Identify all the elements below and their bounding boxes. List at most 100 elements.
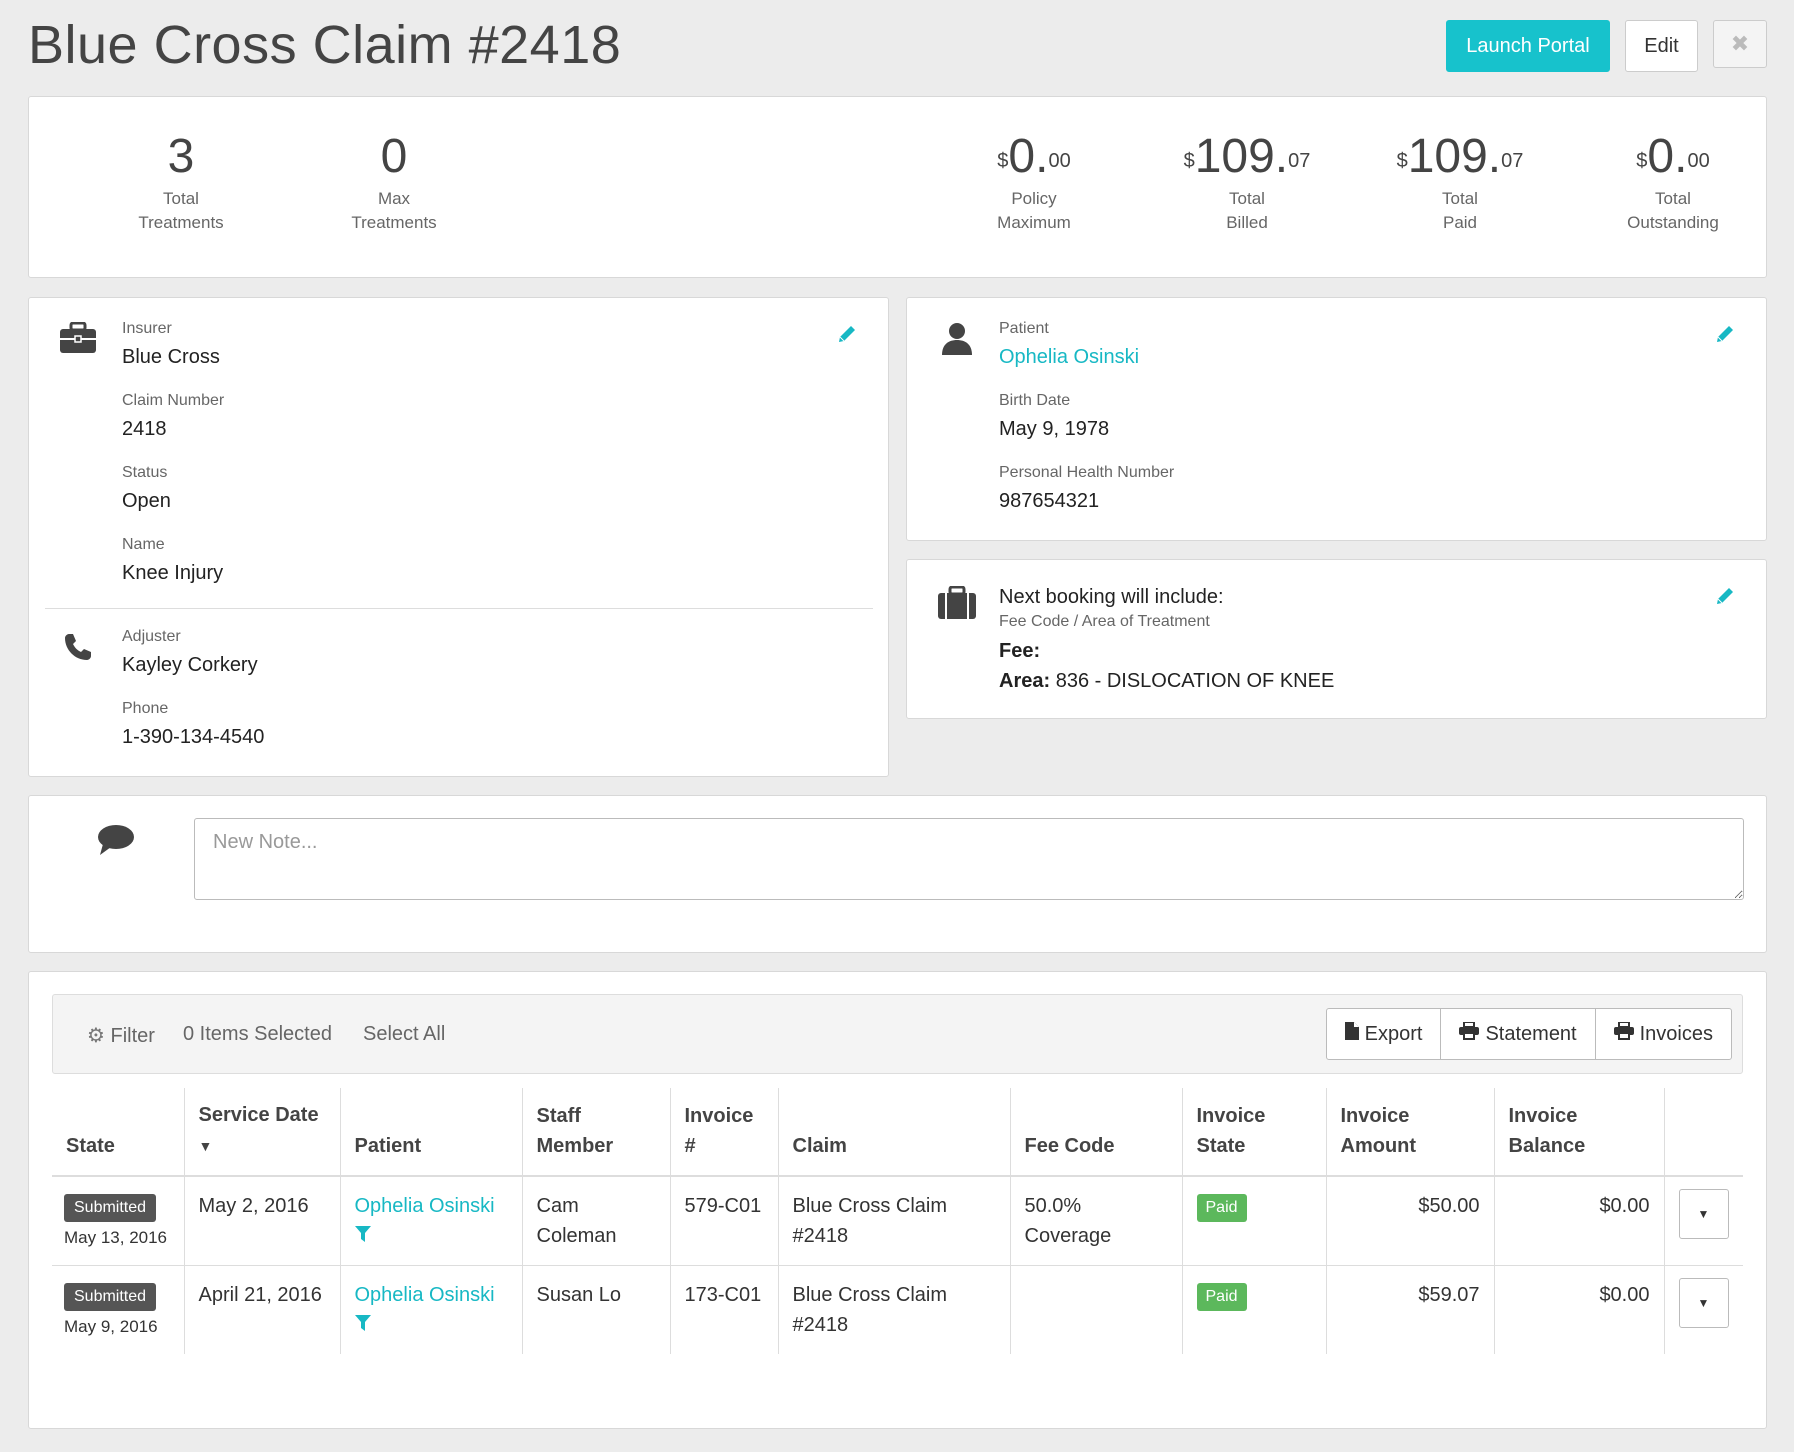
filter-funnel-icon[interactable] (354, 1314, 371, 1336)
close-icon: ✖ (1730, 31, 1750, 56)
stat-money: $109.07 (1396, 130, 1524, 183)
stat-value: 3 (167, 130, 195, 183)
invoice-amount-cell: $59.07 (1325, 1265, 1494, 1354)
patient-cell: Ophelia Osinski (339, 1265, 522, 1354)
print-icon (1459, 1021, 1480, 1046)
items-selected: 0 Items Selected (183, 1023, 332, 1045)
stat-policy-maximum: $0.00 Policy Maximum (934, 129, 1134, 235)
insurer-label: Insurer (122, 320, 172, 337)
stat-label: Maximum (997, 213, 1071, 232)
col-fee-code[interactable]: Fee Code (1009, 1088, 1182, 1177)
col-invoice-amount[interactable]: Invoice Amount (1325, 1088, 1494, 1177)
export-button[interactable]: Export (1327, 1009, 1442, 1059)
invoice-balance-cell: $0.00 (1493, 1176, 1664, 1266)
submitted-badge: Submitted (64, 1194, 157, 1222)
invoice-amount-cell: $50.00 (1325, 1176, 1494, 1266)
submitted-date: May 9, 2016 (64, 1317, 158, 1336)
row-actions-dropdown[interactable]: ▼ (1678, 1189, 1729, 1239)
patient-link[interactable]: Ophelia Osinski (999, 346, 1140, 368)
phn-value: 987654321 (999, 490, 1100, 512)
close-button[interactable]: ✖ (1713, 20, 1767, 68)
patient-link[interactable]: Ophelia Osinski (354, 1284, 495, 1306)
user-icon (941, 322, 973, 361)
stat-label: Total (1229, 189, 1265, 208)
claim-number-value: 2418 (122, 418, 167, 440)
filter-button[interactable]: ⚙ Filter (87, 1023, 155, 1048)
booking-card: Next booking will include: Fee Code / Ar… (906, 559, 1767, 719)
stat-total-paid: $109.07 Total Paid (1360, 129, 1560, 235)
table-toolbar: ⚙ Filter 0 Items Selected Select All Exp… (52, 994, 1743, 1074)
patient-cell: Ophelia Osinski (339, 1176, 522, 1266)
stat-value: 0 (380, 130, 408, 183)
statement-label: Statement (1485, 1022, 1577, 1045)
paid-badge: Paid (1196, 1194, 1247, 1222)
filter-label: Filter (110, 1025, 155, 1047)
col-invoice-state[interactable]: Invoice State (1181, 1088, 1326, 1177)
service-date-cell: May 2, 2016 (183, 1176, 340, 1266)
launch-portal-button[interactable]: Launch Portal (1446, 20, 1610, 72)
stat-max-treatments: 0 Max Treatments (294, 129, 494, 235)
statement-button[interactable]: Statement (1441, 1009, 1596, 1059)
edit-booking-pencil-icon[interactable] (1715, 586, 1735, 611)
comment-icon (97, 824, 135, 861)
col-invoice-number[interactable]: Invoice # (669, 1088, 778, 1177)
table-row: Submitted May 9, 2016 April 21, 2016 Oph… (52, 1265, 1743, 1354)
patient-label: Patient (999, 320, 1049, 337)
suitcase-icon (937, 585, 977, 625)
booking-title: Next booking will include: (999, 586, 1224, 608)
stat-label: Outstanding (1627, 213, 1719, 232)
col-service-date[interactable]: Service Date ▼ (183, 1088, 340, 1177)
adjuster-value: Kayley Corkery (122, 654, 258, 676)
fee-code-cell: 50.0% Coverage (1009, 1176, 1182, 1266)
select-all-link[interactable]: Select All (363, 1023, 446, 1045)
patient-link[interactable]: Ophelia Osinski (354, 1195, 495, 1217)
submitted-date: May 13, 2016 (64, 1228, 168, 1247)
edit-insurer-pencil-icon[interactable] (837, 324, 857, 349)
fee-code-cell (1009, 1265, 1182, 1354)
file-icon (1344, 1022, 1359, 1046)
booking-fee: Fee: (999, 640, 1040, 663)
stats-card: 3 Total Treatments 0 Max Treatments $0.0… (28, 96, 1767, 278)
stat-label: Total (1442, 189, 1478, 208)
claim-cell: Blue Cross Claim #2418 (777, 1265, 1010, 1354)
stat-label: Total (163, 189, 199, 208)
claim-number-label: Claim Number (122, 392, 225, 409)
phone-icon (63, 632, 93, 667)
col-claim[interactable]: Claim (777, 1088, 1010, 1177)
birth-date-label: Birth Date (999, 392, 1071, 409)
stat-money: $109.07 (1183, 130, 1311, 183)
booking-area: Area: 836 - DISLOCATION OF KNEE (999, 670, 1334, 693)
invoices-button[interactable]: Invoices (1596, 1009, 1731, 1059)
status-label: Status (122, 464, 168, 481)
table-header-row: State Service Date ▼ Patient Staff Member… (52, 1088, 1743, 1177)
row-actions-dropdown[interactable]: ▼ (1678, 1278, 1729, 1328)
booking-subtitle: Fee Code / Area of Treatment (999, 613, 1210, 630)
new-note-input[interactable] (194, 818, 1744, 900)
phone-value: 1-390-134-4540 (122, 726, 265, 748)
filter-funnel-icon[interactable] (354, 1225, 371, 1247)
status-value: Open (122, 490, 171, 512)
invoices-label: Invoices (1639, 1022, 1713, 1045)
area-label: Area: (999, 670, 1051, 692)
invoice-state-cell: Paid (1181, 1176, 1326, 1266)
stat-label: Treatments (138, 213, 224, 232)
col-staff-member[interactable]: Staff Member (521, 1088, 670, 1177)
col-patient[interactable]: Patient (339, 1088, 522, 1177)
invoice-cell: 579-C01 (669, 1176, 778, 1266)
col-invoice-balance[interactable]: Invoice Balance (1493, 1088, 1664, 1177)
col-state[interactable]: State (52, 1088, 184, 1177)
stat-label: Paid (1442, 213, 1478, 232)
edit-patient-pencil-icon[interactable] (1715, 324, 1735, 349)
stat-money: $0.00 (1636, 130, 1710, 183)
col-actions (1663, 1088, 1743, 1177)
edit-button[interactable]: Edit (1625, 20, 1698, 72)
export-label: Export (1364, 1022, 1423, 1045)
caret-down-icon: ▼ (1697, 1296, 1710, 1310)
stat-label: Policy (1011, 189, 1057, 208)
name-label: Name (122, 536, 165, 553)
stat-label: Billed (1226, 213, 1268, 232)
invoice-balance-cell: $0.00 (1493, 1265, 1664, 1354)
page-title: Blue Cross Claim #2418 (28, 15, 622, 75)
table-row: Submitted May 13, 2016 May 2, 2016 Ophel… (52, 1176, 1743, 1266)
area-value: 836 - DISLOCATION OF KNEE (1055, 670, 1335, 692)
